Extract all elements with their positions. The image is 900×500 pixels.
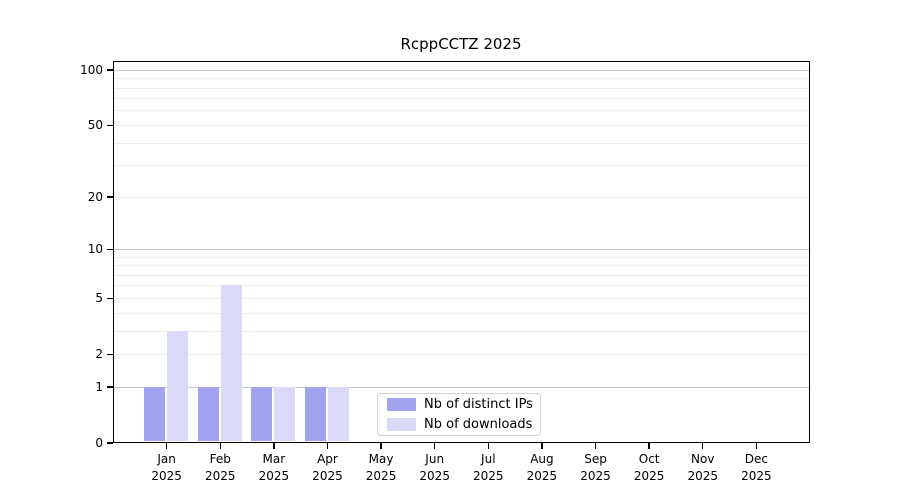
x-tick-mark	[273, 443, 275, 449]
y-tick-mark	[107, 196, 113, 198]
y-tick-mark	[107, 124, 113, 126]
gridline-minor	[114, 196, 809, 198]
y-tick-mark	[107, 69, 113, 71]
gridline-minor	[114, 142, 809, 144]
x-tick-mark	[326, 443, 329, 449]
gridline-minor	[114, 110, 809, 112]
x-tick-label: Jan 2025	[151, 452, 182, 483]
y-tick-label: 2	[95, 347, 103, 362]
legend-swatch-downloads	[387, 418, 416, 431]
legend-swatch-distinct-ips	[387, 398, 416, 411]
x-tick-mark	[487, 443, 489, 449]
x-tick-mark	[648, 443, 650, 449]
x-tick-label: Dec 2025	[741, 452, 772, 483]
y-tick-mark	[107, 442, 113, 444]
bar-distinct-ips	[197, 386, 219, 442]
gridline-major	[114, 69, 809, 71]
legend-label-downloads: Nb of downloads	[424, 417, 533, 432]
x-tick-mark	[165, 443, 168, 449]
bar-distinct-ips	[305, 386, 327, 442]
x-tick-label: Aug 2025	[526, 452, 558, 483]
y-tick-mark	[107, 248, 113, 250]
gridline-minor	[114, 297, 809, 299]
x-tick-label: Apr 2025	[312, 452, 343, 483]
gridline-major	[114, 248, 809, 250]
gridline-minor	[114, 312, 809, 314]
y-tick-label: 1	[95, 379, 103, 394]
x-tick-mark	[380, 443, 382, 449]
y-tick-mark	[107, 297, 113, 299]
x-tick-mark	[702, 443, 704, 449]
x-tick-mark	[219, 443, 221, 449]
legend-entry-downloads: Nb of downloads	[387, 417, 533, 432]
x-tick-mark	[433, 443, 436, 449]
gridline-minor	[114, 87, 809, 89]
gridline-minor	[114, 165, 809, 167]
gridline-major	[114, 386, 809, 388]
gridline-minor	[114, 265, 809, 267]
x-tick-label: Sep 2025	[580, 452, 611, 483]
gridline-minor	[114, 353, 809, 355]
x-tick-label: Jul 2025	[473, 452, 504, 483]
x-tick-label: May 2025	[365, 452, 397, 483]
x-tick-mark	[755, 443, 758, 449]
y-tick-label: 10	[87, 242, 103, 257]
y-tick-label: 100	[80, 63, 103, 78]
y-tick-label: 50	[87, 118, 103, 133]
y-tick-label: 0	[95, 436, 103, 450]
gridline-minor	[114, 274, 809, 276]
legend: Nb of distinct IPs Nb of downloads	[377, 393, 541, 436]
legend-entry-distinct-ips: Nb of distinct IPs	[387, 397, 533, 412]
x-tick-mark	[594, 443, 597, 449]
x-tick-mark	[541, 443, 543, 449]
legend-label-distinct-ips: Nb of distinct IPs	[424, 397, 533, 412]
gridline-minor	[114, 256, 809, 258]
y-tick-label: 20	[87, 189, 103, 204]
gridline-minor	[114, 285, 809, 287]
gridline-minor	[114, 124, 809, 126]
plot-area	[113, 61, 810, 443]
bar-distinct-ips	[251, 386, 273, 442]
y-tick-label: 5	[95, 291, 103, 306]
x-tick-label: Feb 2025	[204, 452, 236, 483]
y-tick-mark	[107, 386, 113, 388]
x-tick-label: Oct 2025	[633, 452, 665, 483]
y-tick-mark	[107, 353, 113, 355]
bar-distinct-ips	[144, 386, 166, 442]
gridline-minor	[114, 98, 809, 100]
x-tick-label: Nov 2025	[687, 452, 719, 483]
gridline-minor	[114, 78, 809, 80]
bar-downloads	[328, 386, 350, 442]
gridline-minor	[114, 330, 809, 332]
bar-downloads	[274, 386, 296, 442]
chart-title: RcppCCTZ 2025	[400, 35, 522, 53]
bar-downloads	[220, 285, 242, 442]
bar-downloads	[167, 330, 189, 442]
x-tick-label: Mar 2025	[258, 452, 290, 483]
x-tick-label: Jun 2025	[419, 452, 450, 483]
